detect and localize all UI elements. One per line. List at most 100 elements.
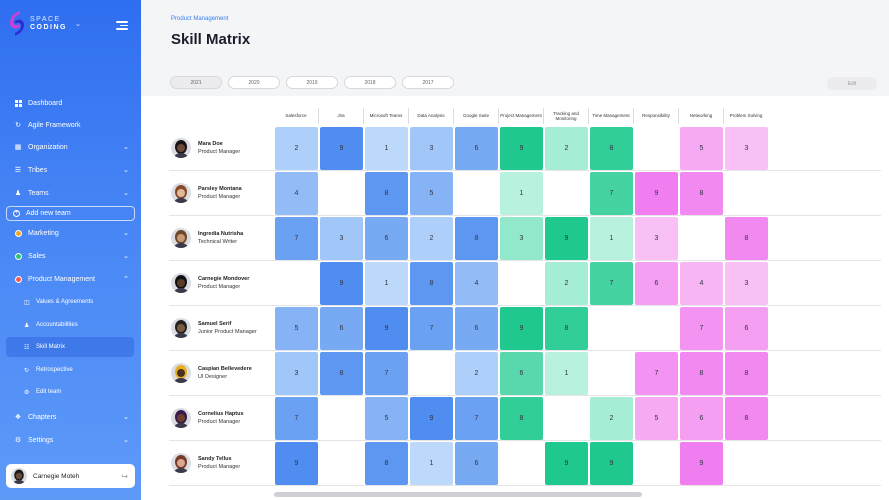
skill-cell[interactable]: 7 bbox=[275, 217, 318, 260]
skill-cell[interactable]: 5 bbox=[275, 307, 318, 350]
skill-cell[interactable]: 8 bbox=[410, 262, 453, 305]
sidebar-item-agile-framework[interactable]: ↻ Agile Framework bbox=[14, 118, 129, 132]
breadcrumb[interactable]: Product Management bbox=[171, 16, 228, 22]
skill-cell[interactable]: 2 bbox=[275, 127, 318, 170]
skill-cell[interactable]: 3 bbox=[500, 217, 543, 260]
skill-cell[interactable]: 3 bbox=[410, 127, 453, 170]
person-row-header[interactable]: Caspian Bellevedere UI Designer bbox=[171, 361, 271, 385]
skill-cell[interactable]: 8 bbox=[365, 442, 408, 485]
skill-cell[interactable]: 2 bbox=[545, 127, 588, 170]
skill-cell[interactable]: 9 bbox=[320, 262, 363, 305]
skill-cell[interactable]: 9 bbox=[590, 442, 633, 485]
sidebar-subitem-accountabilities[interactable]: ♟ Accountabilities bbox=[24, 318, 132, 332]
logout-icon[interactable]: ↪ bbox=[121, 472, 128, 481]
skill-cell[interactable]: 4 bbox=[455, 262, 498, 305]
sidebar-subitem-edit-team[interactable]: ⚙ Edit team bbox=[24, 385, 132, 399]
skill-cell[interactable]: 8 bbox=[725, 397, 768, 440]
sidebar-item-organization[interactable]: ▦ Organization ⌄ bbox=[14, 140, 129, 154]
sidebar-item-chapters[interactable]: ❖ Chapters ⌄ bbox=[14, 410, 129, 424]
person-row-header[interactable]: Ingredia Nutrisha Technical Writer bbox=[171, 226, 271, 250]
sidebar-subitem-retrospective[interactable]: ↻ Retrospective bbox=[24, 363, 132, 377]
add-new-team-button[interactable]: + Add new team bbox=[6, 206, 135, 221]
skill-cell[interactable]: 7 bbox=[590, 262, 633, 305]
year-tab-2019[interactable]: 2019 bbox=[286, 76, 338, 89]
skill-cell[interactable]: 7 bbox=[455, 397, 498, 440]
sidebar-item-settings[interactable]: ⚙ Settings ⌄ bbox=[14, 433, 129, 447]
skill-cell[interactable]: 2 bbox=[590, 397, 633, 440]
skill-cell[interactable]: 7 bbox=[635, 352, 678, 395]
skill-cell[interactable]: 6 bbox=[455, 307, 498, 350]
skill-cell[interactable]: 9 bbox=[320, 127, 363, 170]
sidebar-subitem-values-agreements[interactable]: ◫ Values & Agreements bbox=[24, 295, 132, 309]
skill-cell[interactable]: 9 bbox=[500, 307, 543, 350]
skill-cell[interactable]: 8 bbox=[725, 352, 768, 395]
skill-cell[interactable]: 6 bbox=[320, 307, 363, 350]
user-card[interactable]: Carnegie Moteh ↪ bbox=[6, 464, 135, 488]
skill-cell[interactable]: 8 bbox=[320, 352, 363, 395]
chevron-down-icon[interactable]: ⌄ bbox=[123, 189, 129, 197]
chevron-up-icon[interactable]: ⌃ bbox=[123, 275, 129, 283]
skill-cell[interactable]: 9 bbox=[635, 172, 678, 215]
skill-cell[interactable]: 7 bbox=[680, 307, 723, 350]
chevron-down-icon[interactable]: ⌄ bbox=[123, 229, 129, 237]
skill-cell[interactable]: 9 bbox=[545, 217, 588, 260]
skill-cell[interactable]: 8 bbox=[680, 172, 723, 215]
logo[interactable]: SPACE CODING ⌄ bbox=[10, 13, 81, 35]
skill-cell[interactable]: 7 bbox=[590, 172, 633, 215]
sidebar-team-product-management[interactable]: Product Management ⌃ bbox=[14, 272, 129, 286]
skill-cell[interactable]: 4 bbox=[680, 262, 723, 305]
skill-cell[interactable]: 6 bbox=[725, 307, 768, 350]
skill-cell[interactable]: 6 bbox=[635, 262, 678, 305]
skill-cell[interactable]: 1 bbox=[365, 262, 408, 305]
chevron-down-icon[interactable]: ⌄ bbox=[123, 143, 129, 151]
person-row-header[interactable]: Mara Doe Product Manager bbox=[171, 136, 271, 160]
skill-cell[interactable]: 5 bbox=[365, 397, 408, 440]
chevron-down-icon[interactable]: ⌄ bbox=[123, 436, 129, 444]
sidebar-item-tribes[interactable]: ☰ Tribes ⌄ bbox=[14, 163, 129, 177]
sidebar-team-sales[interactable]: Sales ⌄ bbox=[14, 249, 129, 263]
skill-cell[interactable]: 8 bbox=[455, 217, 498, 260]
chevron-down-icon[interactable]: ⌄ bbox=[123, 413, 129, 421]
skill-cell[interactable]: 8 bbox=[365, 172, 408, 215]
skill-cell[interactable]: 8 bbox=[545, 307, 588, 350]
sidebar-item-dashboard[interactable]: Dashboard bbox=[14, 96, 129, 110]
skill-cell[interactable]: 1 bbox=[545, 352, 588, 395]
skill-cell[interactable]: 1 bbox=[365, 127, 408, 170]
skill-cell[interactable]: 5 bbox=[680, 127, 723, 170]
chevron-down-icon[interactable]: ⌄ bbox=[123, 252, 129, 260]
skill-cell[interactable]: 7 bbox=[410, 307, 453, 350]
skill-cell[interactable]: 9 bbox=[365, 307, 408, 350]
skill-cell[interactable]: 7 bbox=[365, 352, 408, 395]
skill-cell[interactable]: 3 bbox=[635, 217, 678, 260]
skill-cell[interactable]: 5 bbox=[410, 172, 453, 215]
skill-cell[interactable]: 5 bbox=[635, 397, 678, 440]
skill-cell[interactable]: 6 bbox=[680, 397, 723, 440]
person-row-header[interactable]: Carnegie Mondover Product Manager bbox=[171, 271, 271, 295]
skill-cell[interactable]: 4 bbox=[275, 172, 318, 215]
skill-cell[interactable]: 2 bbox=[410, 217, 453, 260]
skill-cell[interactable]: 2 bbox=[545, 262, 588, 305]
skill-cell[interactable]: 1 bbox=[590, 217, 633, 260]
skill-cell[interactable]: 6 bbox=[365, 217, 408, 260]
skill-cell[interactable]: 3 bbox=[320, 217, 363, 260]
person-row-header[interactable]: Sandy Tellus Product Manager bbox=[171, 451, 271, 475]
skill-cell[interactable]: 9 bbox=[680, 442, 723, 485]
sidebar-item-teams[interactable]: ♟ Teams ⌄ bbox=[14, 186, 129, 200]
skill-cell[interactable]: 3 bbox=[725, 262, 768, 305]
person-row-header[interactable]: Cornelius Haptus Product Manager bbox=[171, 406, 271, 430]
sidebar-team-marketing[interactable]: Marketing ⌄ bbox=[14, 226, 129, 240]
skill-cell[interactable]: 8 bbox=[500, 397, 543, 440]
skill-cell[interactable]: 9 bbox=[275, 442, 318, 485]
skill-cell[interactable]: 9 bbox=[500, 127, 543, 170]
skill-cell[interactable]: 9 bbox=[545, 442, 588, 485]
year-tab-2017[interactable]: 2017 bbox=[402, 76, 454, 89]
skill-cell[interactable]: 8 bbox=[725, 217, 768, 260]
skill-cell[interactable]: 1 bbox=[500, 172, 543, 215]
skill-cell[interactable]: 9 bbox=[410, 397, 453, 440]
person-row-header[interactable]: Parsley Montana Product Manager bbox=[171, 181, 271, 205]
skill-cell[interactable]: 8 bbox=[590, 127, 633, 170]
chevron-down-icon[interactable]: ⌄ bbox=[123, 166, 129, 174]
skill-cell[interactable]: 6 bbox=[455, 442, 498, 485]
year-tab-2018[interactable]: 2018 bbox=[344, 76, 396, 89]
person-row-header[interactable]: Samuel Serif Junior Product Manager bbox=[171, 316, 271, 340]
